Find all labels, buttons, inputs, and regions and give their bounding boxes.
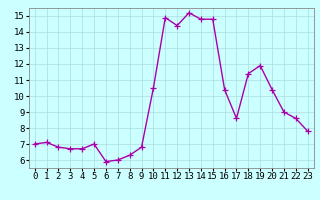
- Text: Windchill (Refroidissement éolien,°C): Windchill (Refroidissement éolien,°C): [35, 182, 285, 193]
